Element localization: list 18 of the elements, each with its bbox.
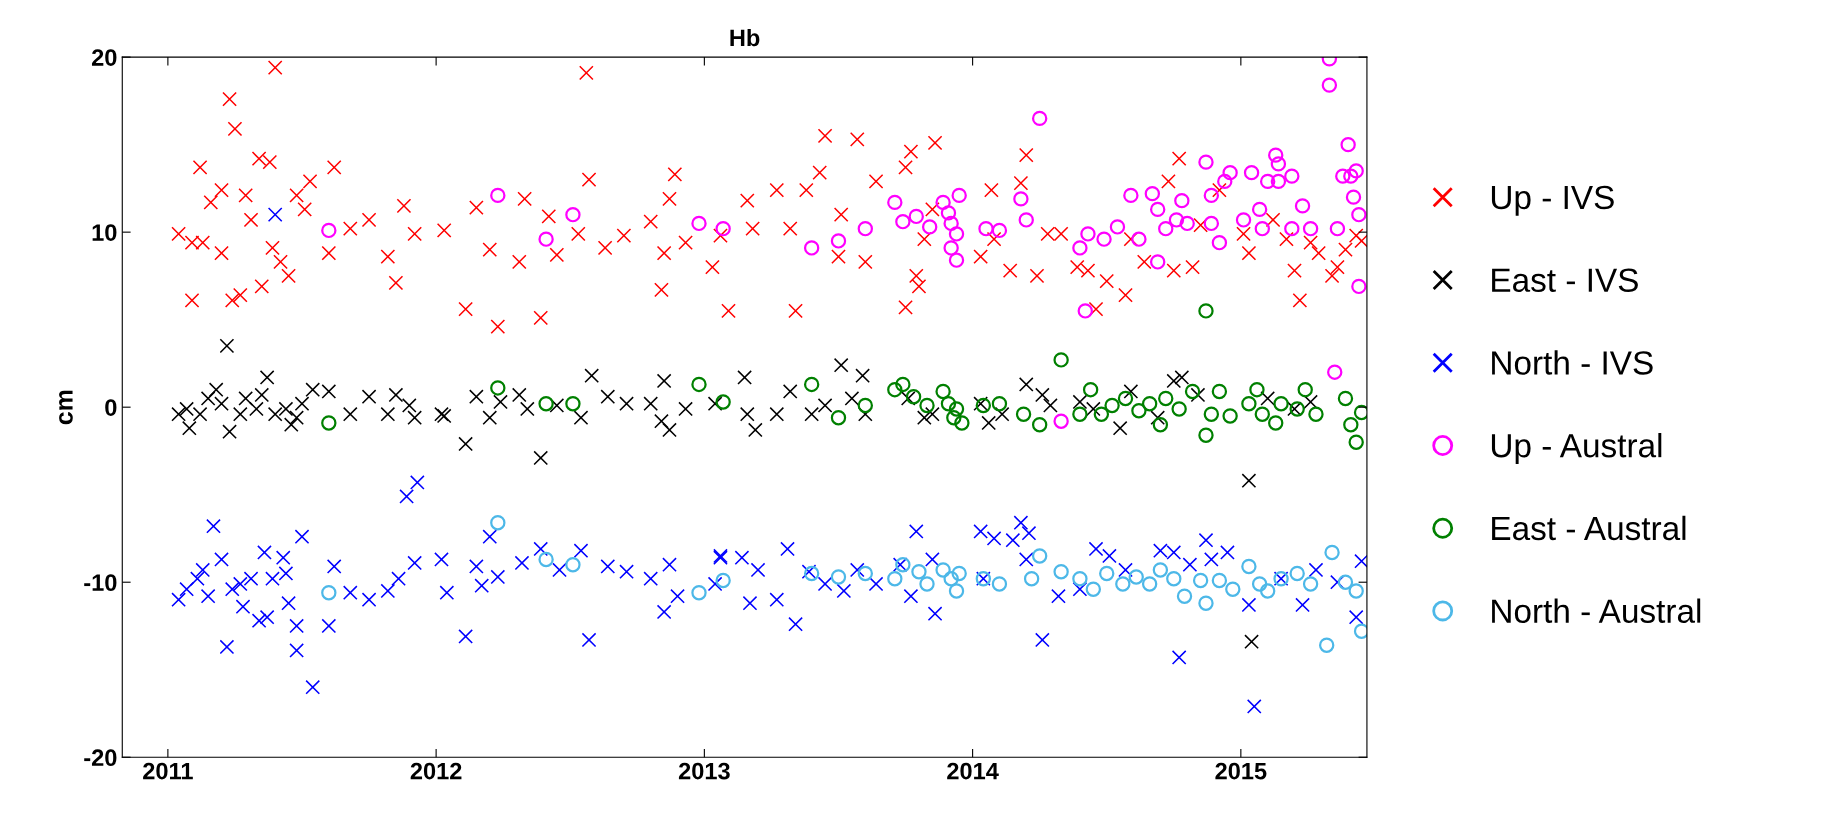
x-tick-label: 2011 xyxy=(143,762,193,780)
y-tick-label: -20 xyxy=(84,749,117,767)
legend-label: East - Austral xyxy=(1492,515,1686,541)
legend-label: North - IVS xyxy=(1492,350,1653,375)
y-tick-label: 20 xyxy=(91,49,117,66)
legend-label: Up - Austral xyxy=(1491,433,1662,465)
x-tick-label: 2014 xyxy=(947,762,999,780)
x-tick-label: 2013 xyxy=(678,762,730,780)
legend-label: North - Austral xyxy=(1492,598,1701,623)
legend-label: East - IVS xyxy=(1492,268,1638,293)
y-tick-label: 0 xyxy=(105,399,117,416)
y-axis-title: cm xyxy=(59,390,73,425)
chart-title: Hb xyxy=(730,28,760,47)
y-tick-label: 10 xyxy=(92,224,117,241)
legend-label: Up - IVS xyxy=(1491,185,1614,216)
x-tick-label: 2012 xyxy=(410,762,462,780)
y-tick-label: -10 xyxy=(84,574,117,591)
x-tick-label: 2015 xyxy=(1215,762,1267,780)
